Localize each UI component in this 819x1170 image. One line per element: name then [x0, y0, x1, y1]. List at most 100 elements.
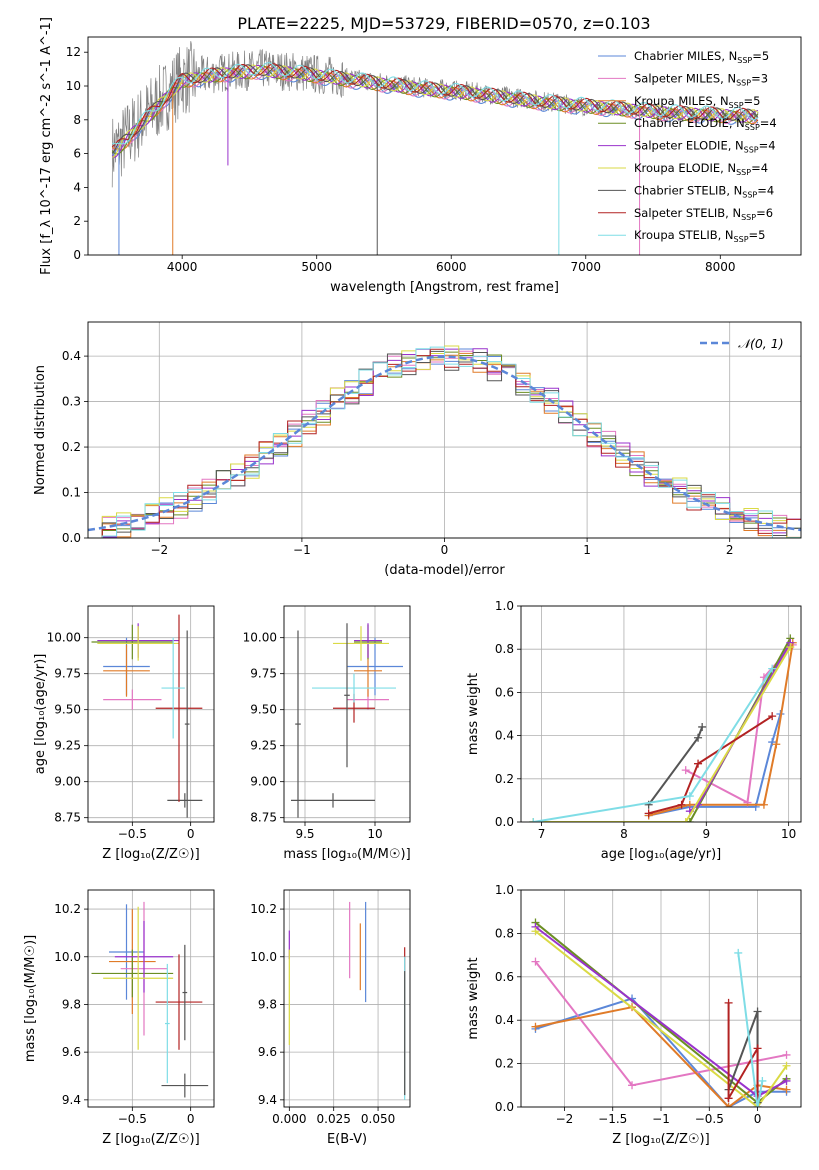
x-tick-label: −0.5	[695, 1112, 724, 1126]
x-tick-label: 10	[367, 827, 382, 841]
x-tick-label: 7	[538, 827, 546, 841]
y-tick-label: 9.50	[250, 703, 277, 717]
weight-marker	[768, 738, 777, 747]
x-axis-label: Z [log₁₀(Z/Z☉)]	[102, 1132, 199, 1147]
panel-mass-weight-vs-Z: −2 −1.5 −1 −0.5 0 0.0 0.2 0.4 0.6 0.8 1.0 Z [log₁₀(…	[466, 883, 802, 1147]
x-tick-label: 9	[702, 827, 710, 841]
axes-frame	[283, 889, 411, 1108]
weight-marker	[698, 722, 707, 731]
weight-marker	[531, 927, 540, 936]
y-tick-label: 9.8	[62, 997, 81, 1011]
legend-label: Kroupa ELODIE, NSSP=4	[634, 161, 768, 177]
x-tick-label: −2	[150, 543, 168, 557]
x-axis-label: E(B-V)	[327, 1132, 367, 1147]
spectrum-legend: Chabrier MILES, NSSP=5 Salpeter MILES, NS…	[598, 49, 777, 244]
weight-marker	[759, 800, 768, 809]
y-tick-label: 10.2	[54, 902, 81, 916]
plot-area	[291, 623, 403, 818]
weight-marker	[529, 818, 538, 822]
weight-marker	[758, 1076, 767, 1085]
x-tick-label: −0.5	[118, 1112, 147, 1126]
y-tick-label: 9.50	[54, 703, 81, 717]
weight-marker	[694, 733, 703, 742]
x-axis-label: wavelength [Angstrom, rest frame]	[330, 280, 559, 295]
weight-marker	[782, 1085, 791, 1094]
x-tick-label: 8000	[705, 260, 736, 274]
model-line-6	[111, 64, 759, 154]
panel-mass-vs-Z: −0.5 0 9.4 9.6 9.8 10.0 10.2 Z [log₁₀(Z/Z☉)] mas…	[23, 889, 215, 1147]
x-tick-label: −1	[293, 543, 311, 557]
x-tick-label: 9.5	[295, 827, 314, 841]
y-tick-label: 9.00	[250, 775, 277, 789]
y-tick-label: 0.4	[495, 729, 514, 743]
x-tick-label: 0	[754, 1112, 762, 1126]
weight-marker	[782, 1061, 791, 1070]
y-tick-label: 8	[73, 113, 81, 127]
x-axis-label: mass [log₁₀(M/M☉)]	[283, 847, 410, 862]
y-tick-label: 0.2	[495, 772, 514, 786]
x-tick-label: 2	[726, 543, 734, 557]
weight-marker	[681, 818, 690, 822]
y-axis-label: Normed distribution	[33, 365, 48, 495]
legend-label: Chabrier ELODIE, NSSP=4	[634, 116, 777, 132]
panel-mass-weight-vs-age: 7 8 9 10 0.0 0.2 0.4 0.6 0.8 1.0 age [log₁₀(age/yr…	[466, 599, 802, 862]
y-tick-label: 10.0	[250, 950, 277, 964]
axes-frame	[520, 605, 802, 823]
y-tick-label: 9.75	[250, 667, 277, 681]
x-tick-label: 8	[620, 827, 628, 841]
y-axis-label: age [log₁₀(age/yr)]	[33, 654, 48, 775]
x-tick-label: 1	[583, 543, 591, 557]
y-tick-label: 9.6	[62, 1045, 81, 1059]
plot-area	[111, 41, 759, 255]
y-tick-label: 9.8	[258, 997, 277, 1011]
x-axis-label: age [log₁₀(age/yr)]	[601, 847, 722, 862]
y-tick-label: 0.2	[62, 440, 81, 454]
weight-marker	[786, 643, 795, 652]
x-tick-label: 0.050	[361, 1112, 395, 1126]
legend-label: Chabrier STELIB, NSSP=4	[634, 183, 774, 199]
x-tick-label: 0	[187, 827, 195, 841]
weight-line-7	[727, 1002, 759, 1107]
panel-age-vs-Z: −0.5 0 8.75 9.00 9.25 9.50 9.75 10.00 Z [log₁₀(Z…	[33, 605, 215, 862]
weight-line-6	[647, 726, 704, 806]
y-tick-label: 8.75	[250, 811, 277, 825]
y-tick-label: 9.6	[258, 1045, 277, 1059]
weight-line-2	[535, 1006, 787, 1107]
weight-line-5	[533, 646, 792, 822]
x-tick-label: 0.000	[272, 1112, 306, 1126]
legend-label: Salpeter MILES, NSSP=3	[634, 71, 768, 87]
legend-label: Kroupa MILES, NSSP=5	[634, 94, 760, 110]
y-tick-label: 10.2	[250, 902, 277, 916]
y-tick-label: 10.00	[243, 631, 277, 645]
weight-marker	[644, 809, 653, 818]
panel-residuals: 𝒩(0, 1) −2 −1 0 1 2 0.0 0.1 0.2 0.3 0.4 (data-model…	[33, 321, 802, 578]
y-tick-label: 10.00	[47, 631, 81, 645]
y-tick-label: 8.75	[54, 811, 81, 825]
y-tick-label: 9.25	[250, 739, 277, 753]
x-tick-label: −2	[556, 1112, 574, 1126]
x-tick-label: 7000	[570, 260, 601, 274]
y-tick-label: 2	[73, 214, 81, 228]
plot-area	[88, 345, 801, 538]
x-tick-label: 0.025	[317, 1112, 351, 1126]
x-axis-label: (data-model)/error	[384, 563, 505, 578]
plot-area	[288, 901, 406, 1100]
y-tick-label: 9.4	[258, 1093, 277, 1107]
gaussian-curve	[88, 355, 801, 532]
weight-marker	[768, 664, 777, 673]
y-tick-label: 0.1	[62, 486, 81, 500]
y-tick-label: 4	[73, 180, 81, 194]
y-tick-label: 0.6	[495, 685, 514, 699]
y-tick-label: 0.0	[495, 1100, 514, 1114]
weight-marker	[685, 818, 694, 822]
y-tick-label: 0.4	[62, 349, 81, 363]
weight-marker	[531, 1022, 540, 1031]
y-tick-label: 1.0	[495, 883, 514, 897]
weight-marker	[677, 800, 686, 809]
weight-marker	[694, 759, 703, 768]
y-tick-label: 10.0	[54, 950, 81, 964]
y-tick-label: 0.8	[495, 926, 514, 940]
y-axis-label: Flux [f_λ 10^-17 erg cm^-2 s^-1 A^-1]	[39, 17, 54, 275]
model-line-7	[111, 63, 759, 148]
